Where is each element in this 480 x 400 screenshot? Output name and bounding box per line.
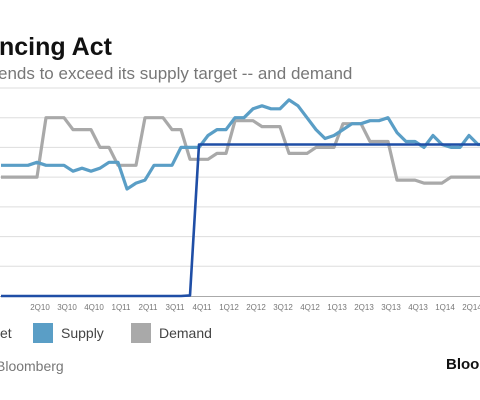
demand-line [1, 116, 480, 185]
x-axis-tick-labels: 2Q10 3Q10 4Q10 1Q11 2Q11 3Q11 4Q11 1Q12 2Q12 3Q12… [30, 303, 480, 312]
legend-label-demand: Demand [159, 325, 212, 341]
x-tick-label: 4Q11 [193, 303, 213, 312]
x-tick-label: 4Q12 [300, 303, 320, 312]
x-tick-label: 1Q14 [435, 303, 455, 312]
legend-swatch-supply [33, 323, 53, 343]
supply-line [1, 98, 480, 191]
source-note: Bloomberg [0, 358, 64, 374]
target-line [1, 143, 480, 298]
x-tick-label: 2Q14 [462, 303, 480, 312]
x-tick-label: 2Q11 [139, 303, 159, 312]
series-lines [1, 98, 480, 298]
x-tick-label: 1Q11 [112, 303, 132, 312]
x-tick-label: 3Q13 [381, 303, 401, 312]
x-tick-label: 1Q12 [219, 303, 239, 312]
x-tick-label: 3Q12 [273, 303, 293, 312]
legend-label-supply: Supply [61, 325, 104, 341]
x-tick-label: 3Q10 [57, 303, 77, 312]
chart-subtitle: ends to exceed its supply target -- and … [0, 64, 353, 83]
legend-item-target: et [0, 323, 12, 343]
legend-label-target: et [0, 325, 12, 341]
legend-item-supply: Supply [33, 323, 104, 343]
x-tick-label: 2Q13 [354, 303, 374, 312]
brand-logo-text: Bloom [446, 356, 480, 373]
legend-item-demand: Demand [131, 323, 212, 343]
x-tick-label: 2Q10 [30, 303, 50, 312]
x-tick-label: 4Q13 [408, 303, 428, 312]
x-tick-label: 2Q12 [246, 303, 266, 312]
chart-title: ncing Act [0, 33, 112, 61]
x-tick-label: 4Q10 [84, 303, 104, 312]
legend: et Supply Demand [0, 323, 480, 347]
x-tick-label: 1Q13 [327, 303, 347, 312]
x-tick-label: 3Q11 [166, 303, 186, 312]
legend-swatch-demand [131, 323, 151, 343]
